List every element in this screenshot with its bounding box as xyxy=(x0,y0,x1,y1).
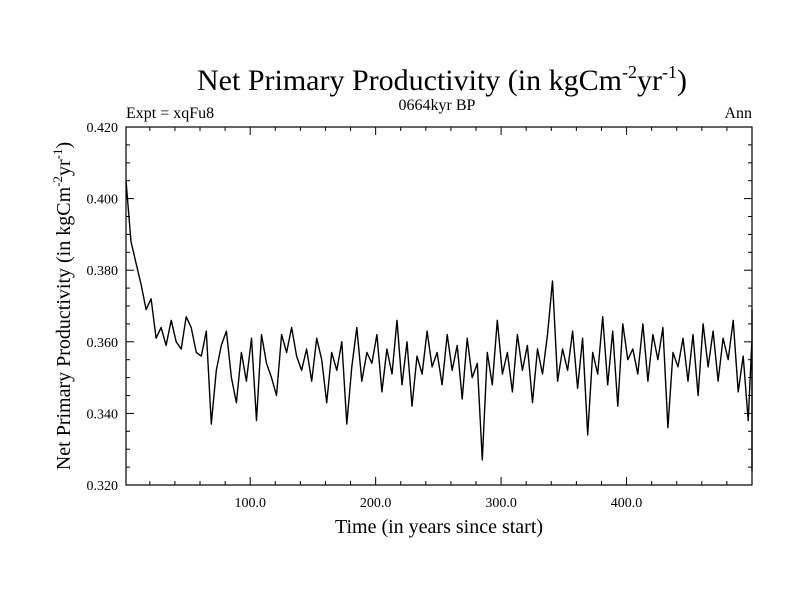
y-axis-ticks: 0.320 0.340 0.360 0.380 0.400 0.420 xyxy=(87,121,752,494)
ylabel-exponent-m2: -2 xyxy=(50,176,65,187)
title-close: ) xyxy=(677,64,687,97)
x-tick-label: 400.0 xyxy=(611,496,643,511)
ylabel-main: Net Primary Productivity (in kgCm xyxy=(53,186,75,470)
npp-series-line xyxy=(125,180,753,472)
ylabel-exponent-m1: -1 xyxy=(50,149,65,160)
x-axis-label: Time (in years since start) xyxy=(335,516,543,538)
plot-frame xyxy=(125,126,753,486)
x-axis-ticks: 100.0 200.0 300.0 400.0 xyxy=(149,127,728,511)
period-label: 0664kyr BP xyxy=(399,97,476,114)
experiment-label: Expt = xqFu8 xyxy=(126,105,214,122)
title-main: Net Primary Productivity (in kgCm xyxy=(197,64,622,97)
title-exponent-m2: -2 xyxy=(622,62,637,82)
y-tick-label: 0.340 xyxy=(87,407,119,422)
x-tick-label: 200.0 xyxy=(360,496,392,511)
y-tick-label: 0.380 xyxy=(87,264,119,279)
y-tick-label: 0.360 xyxy=(87,336,119,351)
x-tick-label: 300.0 xyxy=(485,496,517,511)
title-exponent-m1: -1 xyxy=(662,62,677,82)
y-tick-label: 0.420 xyxy=(87,121,119,136)
ylabel-close: ) xyxy=(53,142,75,149)
x-tick-label: 100.0 xyxy=(234,496,266,511)
season-label: Ann xyxy=(724,105,752,122)
chart-title: Net Primary Productivity (in kgCm-2yr-1) xyxy=(197,62,687,97)
title-unit-yr: yr xyxy=(637,64,662,97)
ylabel-unit-yr: yr xyxy=(53,159,75,176)
y-tick-label: 0.400 xyxy=(87,193,119,208)
y-tick-label: 0.320 xyxy=(87,479,119,494)
y-axis-label: Net Primary Productivity (in kgCm-2yr-1) xyxy=(50,142,75,470)
